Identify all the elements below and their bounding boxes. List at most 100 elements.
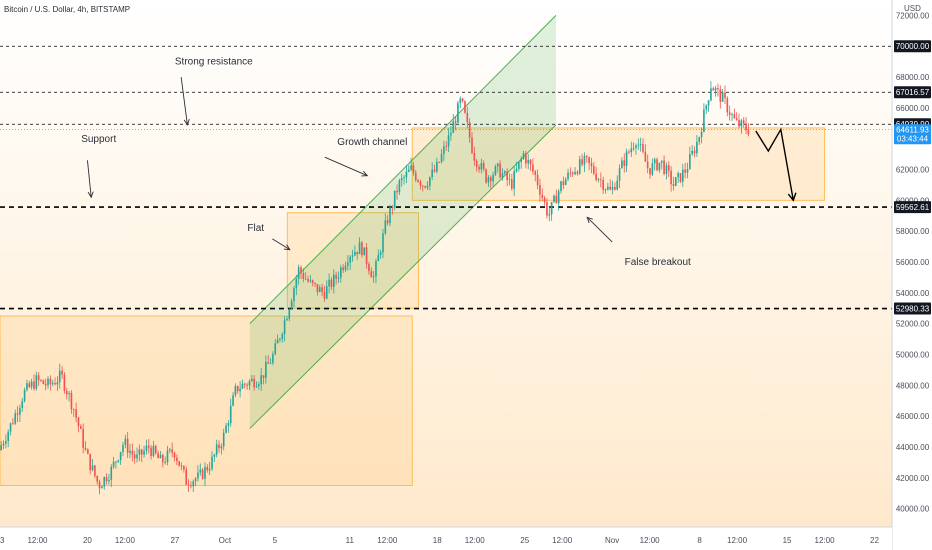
candle-up [731,114,733,116]
levels-layer [0,45,892,310]
candle-up [325,286,328,299]
candle-down [70,392,73,410]
candle-down [511,179,513,189]
candle-up [51,383,54,385]
candle-down [562,181,565,185]
candle-down [646,161,649,169]
y-tick-label: 62000.00 [896,166,930,175]
candle-up [222,432,225,447]
x-tick-label: 12:00 [377,536,398,545]
candle-up [389,207,391,224]
candle-up [225,425,227,433]
candle-down [602,179,604,190]
candle-up [674,177,677,186]
projection-arrowhead [787,192,797,202]
candle-down [37,375,40,381]
candle-down [717,88,719,90]
candle-down [592,166,595,174]
candle-down [433,169,436,172]
candle-down [161,455,164,463]
candle-up [696,141,698,154]
time-axis-bg[interactable] [0,527,892,550]
candle-down [672,184,675,186]
candle-up [372,276,375,278]
candle-down [454,121,457,123]
candle-up [250,378,253,381]
y-tick-label: 58000.00 [896,227,930,236]
candle-down [628,151,630,153]
candle-down [471,137,473,153]
candle-up [272,354,274,363]
candle-up [309,280,312,282]
candle-up [377,254,380,262]
candle-up [68,392,70,395]
candle-up [117,460,120,462]
candle-down [738,119,740,127]
candle-down [473,152,476,161]
candle-up [199,469,202,473]
candle-up [375,261,377,277]
channel-lower-line[interactable] [249,124,557,429]
candle-up [410,165,412,170]
candle-down [44,383,47,386]
candle-up [337,277,340,279]
candle-down [77,417,80,427]
candle-up [166,450,169,463]
projection-path[interactable] [755,127,794,201]
candle-up [508,179,511,181]
candle-down [311,280,314,283]
candle-down [506,171,508,180]
candle-up [567,172,569,180]
annotation-arrowhead-2 [87,191,94,199]
candle-down [693,150,696,154]
candle-down [84,447,87,450]
candle-up [103,477,106,487]
candle-up [426,185,429,188]
candle-up [384,220,387,234]
candle-down [724,92,726,99]
candle-up [689,154,691,169]
candle-up [26,383,28,390]
candle-down [555,195,558,204]
y-tick-label: 68000.00 [896,73,930,82]
candle-up [618,168,621,181]
candle-up [501,173,504,178]
annotation-arrowhead-1 [183,118,190,126]
candle-up [204,466,206,479]
x-tick-label: 20 [83,536,92,545]
candle-up [487,177,490,183]
candle-down [421,185,424,187]
candle-up [288,309,291,319]
growth-channel-fill[interactable] [249,15,556,429]
level-tag-4: 59562.61 [896,203,930,212]
candle-down [96,475,99,482]
price-axis-bg[interactable] [892,0,932,550]
candle-down [12,423,14,425]
candle-up [122,444,124,452]
candle-down [644,151,647,162]
candle-up [700,131,703,138]
candle-up [740,120,743,127]
annotation-arrowhead-4 [283,244,291,251]
candle-up [248,380,251,386]
candle-down [733,114,736,119]
candle-down [391,207,394,209]
candle-down [499,163,501,178]
candle-up [457,103,459,123]
candle-down [600,179,602,181]
candle-down [173,452,176,458]
candle-up [234,385,237,396]
candle-up [548,214,551,216]
candle-down [178,461,181,466]
range-zone-1[interactable] [0,315,413,486]
candle-down [65,390,68,395]
candle-up [215,444,218,455]
candle-down [89,453,92,471]
candle-down [98,481,101,489]
candle-up [19,407,21,415]
candle-up [220,446,223,449]
candle-up [269,362,272,364]
candle-down [466,112,469,123]
candle-up [258,384,260,387]
